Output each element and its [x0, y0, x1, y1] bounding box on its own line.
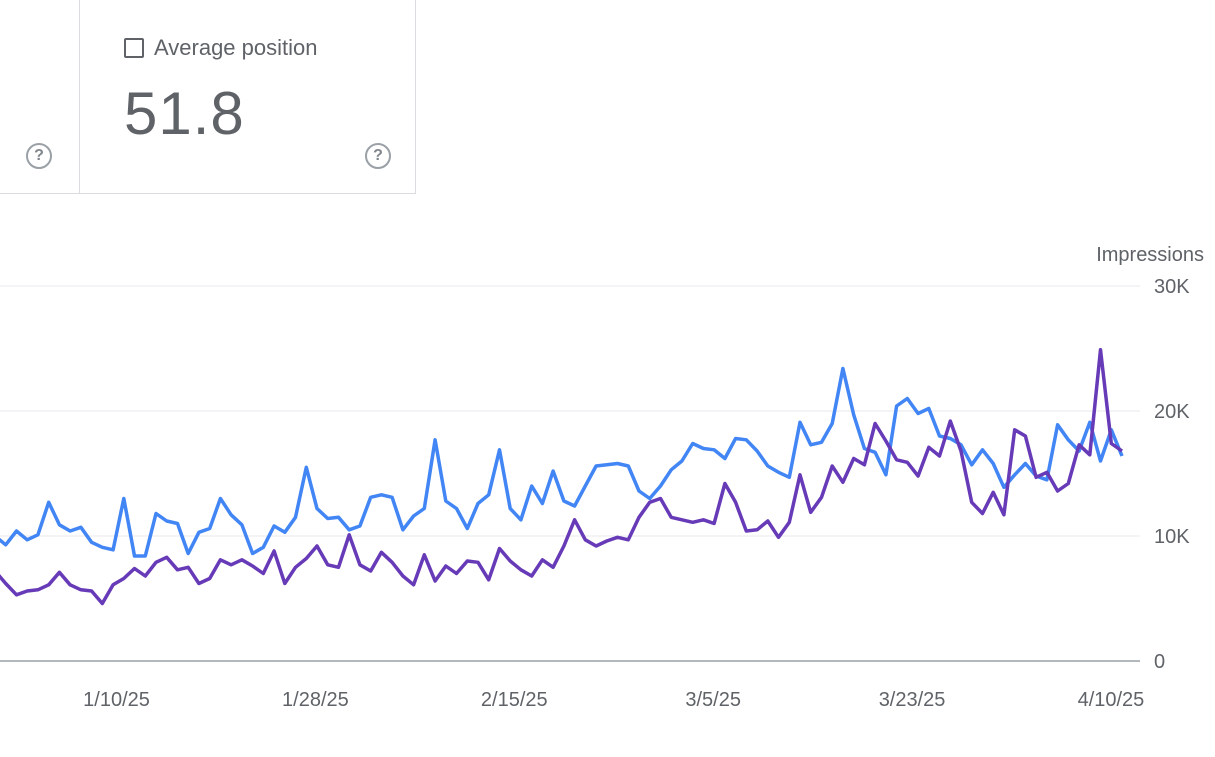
y-axis-label: Impressions — [1096, 244, 1204, 266]
metric-card-average-position[interactable]: Average position 51.8 ? — [79, 0, 416, 194]
x-axis-ticks: 1/10/25 1/28/25 2/15/25 3/5/25 3/23/25 4/10/2… — [83, 689, 1144, 711]
y-tick-label: 20K — [1154, 401, 1190, 423]
x-tick-label: 1/10/25 — [83, 689, 150, 711]
average-position-label: Average position — [154, 35, 318, 60]
average-position-value: 51.8 — [124, 80, 245, 147]
x-tick-label: 3/5/25 — [685, 689, 741, 711]
x-tick-label: 3/23/25 — [879, 689, 946, 711]
help-icon[interactable]: ? — [365, 143, 391, 169]
average-position-checkbox[interactable] — [124, 38, 144, 58]
y-tick-label: 10K — [1154, 526, 1190, 548]
average-position-toggle[interactable]: Average position — [124, 35, 318, 61]
chart-grid — [0, 285, 1140, 662]
help-icon[interactable]: ? — [26, 143, 52, 169]
y-tick-label: 0 — [1154, 651, 1165, 673]
x-tick-label: 1/28/25 — [282, 689, 349, 711]
series-line-0 — [0, 366, 1124, 558]
chart-series — [0, 348, 1124, 606]
series-line-1 — [0, 348, 1124, 606]
x-tick-label: 4/10/25 — [1078, 689, 1145, 711]
x-tick-label: 2/15/25 — [481, 689, 548, 711]
metric-card-left: ? — [0, 0, 80, 194]
y-tick-label: 30K — [1154, 276, 1190, 298]
y-axis-ticks: 0 10K 20K 30K — [1154, 276, 1190, 673]
